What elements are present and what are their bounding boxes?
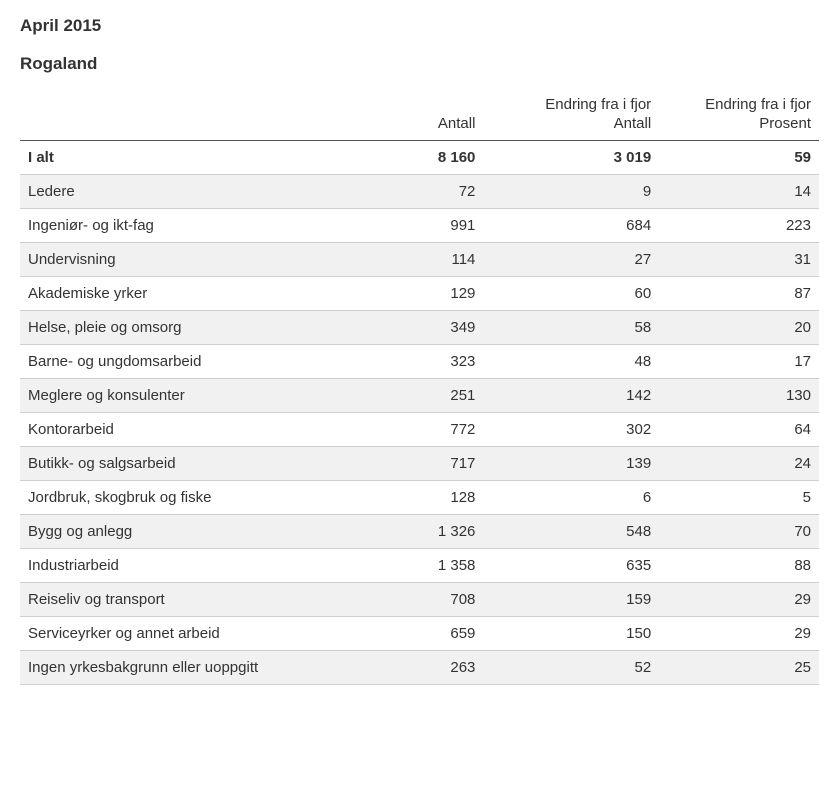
cell-count: 251: [372, 378, 484, 412]
table-row: Barne- og ungdomsarbeid3234817: [20, 344, 819, 378]
cell-count: 323: [372, 344, 484, 378]
cell-change-count: 139: [483, 446, 659, 480]
cell-label: Ingen yrkesbakgrunn eller uoppgitt: [20, 650, 372, 684]
table-row: Butikk- og salgsarbeid71713924: [20, 446, 819, 480]
table-row: Reiseliv og transport70815929: [20, 582, 819, 616]
cell-change-pct: 14: [659, 174, 819, 208]
table-row: Akademiske yrker1296087: [20, 276, 819, 310]
cell-change-count: 684: [483, 208, 659, 242]
cell-label: Undervisning: [20, 242, 372, 276]
cell-label: Akademiske yrker: [20, 276, 372, 310]
table-body: I alt 8 160 3 019 59 Ledere72914Ingeniør…: [20, 140, 819, 684]
col-count: Antall: [372, 92, 484, 140]
cell-label: Barne- og ungdomsarbeid: [20, 344, 372, 378]
cell-count: 129: [372, 276, 484, 310]
col-change-count: Endring fra i fjor Antall: [483, 92, 659, 140]
cell-label: Kontorarbeid: [20, 412, 372, 446]
table-row: Ingeniør- og ikt-fag991684223: [20, 208, 819, 242]
col-label: [20, 92, 372, 140]
cell-count: 708: [372, 582, 484, 616]
cell-change-count: 548: [483, 514, 659, 548]
table-row: Serviceyrker og annet arbeid65915029: [20, 616, 819, 650]
cell-change-count: 150: [483, 616, 659, 650]
cell-count: 72: [372, 174, 484, 208]
cell-label: Ledere: [20, 174, 372, 208]
table-row: Undervisning1142731: [20, 242, 819, 276]
cell-label: Bygg og anlegg: [20, 514, 372, 548]
cell-change-pct: 130: [659, 378, 819, 412]
cell-change-pct: 5: [659, 480, 819, 514]
cell-label: Meglere og konsulenter: [20, 378, 372, 412]
cell-change-count: 9: [483, 174, 659, 208]
table-row: Helse, pleie og omsorg3495820: [20, 310, 819, 344]
cell-count: 8 160: [372, 140, 484, 174]
cell-count: 659: [372, 616, 484, 650]
cell-count: 991: [372, 208, 484, 242]
cell-change-pct: 87: [659, 276, 819, 310]
cell-change-count: 52: [483, 650, 659, 684]
cell-change-count: 60: [483, 276, 659, 310]
cell-change-count: 635: [483, 548, 659, 582]
cell-change-pct: 31: [659, 242, 819, 276]
cell-label: Ingeniør- og ikt-fag: [20, 208, 372, 242]
cell-label: I alt: [20, 140, 372, 174]
table-row: Industriarbeid1 35863588: [20, 548, 819, 582]
cell-change-count: 159: [483, 582, 659, 616]
cell-change-pct: 25: [659, 650, 819, 684]
cell-change-pct: 64: [659, 412, 819, 446]
cell-change-pct: 88: [659, 548, 819, 582]
table-row: Kontorarbeid77230264: [20, 412, 819, 446]
cell-change-count: 142: [483, 378, 659, 412]
cell-change-pct: 29: [659, 582, 819, 616]
cell-change-pct: 223: [659, 208, 819, 242]
cell-count: 1 358: [372, 548, 484, 582]
cell-label: Butikk- og salgsarbeid: [20, 446, 372, 480]
cell-change-count: 6: [483, 480, 659, 514]
cell-change-count: 27: [483, 242, 659, 276]
cell-count: 717: [372, 446, 484, 480]
data-table: Antall Endring fra i fjor Antall Endring…: [20, 92, 819, 685]
cell-label: Helse, pleie og omsorg: [20, 310, 372, 344]
cell-label: Reiseliv og transport: [20, 582, 372, 616]
cell-count: 772: [372, 412, 484, 446]
cell-count: 128: [372, 480, 484, 514]
cell-change-pct: 20: [659, 310, 819, 344]
cell-count: 1 326: [372, 514, 484, 548]
cell-count: 263: [372, 650, 484, 684]
cell-count: 349: [372, 310, 484, 344]
cell-change-count: 58: [483, 310, 659, 344]
cell-label: Serviceyrker og annet arbeid: [20, 616, 372, 650]
cell-count: 114: [372, 242, 484, 276]
cell-change-count: 3 019: [483, 140, 659, 174]
cell-label: Industriarbeid: [20, 548, 372, 582]
cell-change-pct: 29: [659, 616, 819, 650]
region-title: Rogaland: [20, 54, 819, 74]
col-change-pct-line2: Prosent: [759, 115, 811, 132]
cell-change-count: 48: [483, 344, 659, 378]
cell-change-pct: 59: [659, 140, 819, 174]
col-change-pct: Endring fra i fjor Prosent: [659, 92, 819, 140]
table-row: Ingen yrkesbakgrunn eller uoppgitt263522…: [20, 650, 819, 684]
table-row: Jordbruk, skogbruk og fiske12865: [20, 480, 819, 514]
cell-change-pct: 24: [659, 446, 819, 480]
cell-change-pct: 70: [659, 514, 819, 548]
table-header-row: Antall Endring fra i fjor Antall Endring…: [20, 92, 819, 140]
cell-label: Jordbruk, skogbruk og fiske: [20, 480, 372, 514]
cell-change-pct: 17: [659, 344, 819, 378]
table-row: Meglere og konsulenter251142130: [20, 378, 819, 412]
cell-change-count: 302: [483, 412, 659, 446]
table-row: Ledere72914: [20, 174, 819, 208]
table-row-total: I alt 8 160 3 019 59: [20, 140, 819, 174]
col-change-count-line2: Antall: [614, 115, 652, 132]
period-title: April 2015: [20, 16, 819, 36]
table-row: Bygg og anlegg1 32654870: [20, 514, 819, 548]
col-change-count-line1: Endring fra i fjor: [545, 96, 651, 113]
col-change-pct-line1: Endring fra i fjor: [705, 96, 811, 113]
